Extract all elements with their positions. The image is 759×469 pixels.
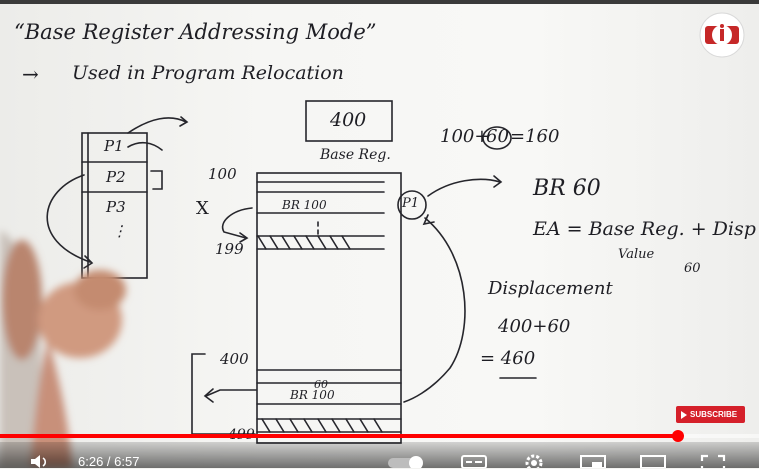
volume-icon[interactable] [30,455,50,468]
bullet-arrow: → [22,62,39,86]
autoplay-toggle-icon[interactable] [388,456,432,468]
progress-bar[interactable] [0,430,759,442]
program-p3: P3 [106,198,126,216]
address-100: 100 [208,165,237,183]
base-register-value: 400 [330,109,367,131]
disp-value: 60 [684,261,701,276]
duration: 6:57 [114,454,140,469]
player-top-edge [0,0,759,4]
address-199: 199 [215,240,244,258]
subscribe-label: SUBSCRIBE [690,410,738,419]
sum-left: 100+ [440,126,490,147]
sum-circled: 60 [486,126,509,147]
time-display: 6:26 / 6:57 [78,454,139,469]
scrubber-handle[interactable] [671,430,684,442]
subscribe-button[interactable]: SUBSCRIBE [676,406,745,423]
displacement-heading: Displacement [488,278,613,299]
bottom-displacement: 60 [314,378,328,391]
time-separator: / [103,454,115,469]
subtitles-icon[interactable] [461,455,487,468]
calc-line-2: = 460 [480,348,536,369]
process-label: P1 [402,196,420,211]
cross-mark: X [196,198,209,219]
theater-mode-icon[interactable] [640,455,666,468]
program-dots: ⋮ [112,222,127,240]
value-label: Value [618,247,655,262]
current-time: 6:26 [78,454,104,469]
player-controls [0,442,759,468]
channel-logo [699,12,745,58]
instruction-br-100: BR 100 [282,198,327,212]
effective-address-formula: EA = Base Reg. + Disp [533,218,756,240]
instruction-br-100-relocated: BR 100 [290,388,335,402]
miniplayer-icon[interactable] [580,455,606,468]
address-400: 400 [220,350,249,368]
play-triangle-icon [681,410,687,419]
base-register-box [305,100,393,142]
process-circle [397,190,427,220]
br-60: BR 60 [533,176,601,201]
program-p1: P1 [104,137,124,155]
progress-played [0,434,678,438]
program-p2: P2 [106,168,126,186]
board-title: “Base Register Addressing Mode” [14,20,377,44]
base-register-label: Base Reg. [320,147,391,163]
settings-gear-icon[interactable] [522,453,546,468]
circled-sixty [482,126,512,150]
sum-right: =160 [510,126,560,147]
calc-line-1: 400+60 [498,316,571,337]
board-subtitle: Used in Program Relocation [72,62,344,84]
fullscreen-icon[interactable] [700,454,726,468]
